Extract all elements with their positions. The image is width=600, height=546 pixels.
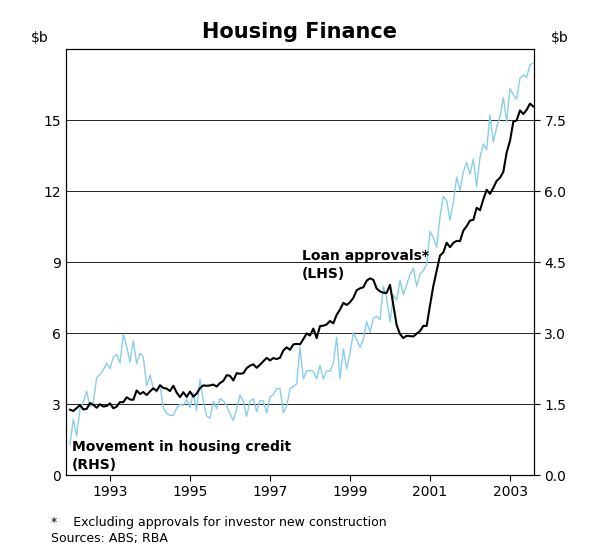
Text: Sources: ABS; RBA: Sources: ABS; RBA	[51, 532, 168, 545]
Text: Loan approvals*
(LHS): Loan approvals* (LHS)	[302, 248, 429, 281]
Title: Housing Finance: Housing Finance	[203, 22, 398, 42]
Text: Movement in housing credit
(RHS): Movement in housing credit (RHS)	[72, 440, 291, 472]
Text: *    Excluding approvals for investor new construction: * Excluding approvals for investor new c…	[51, 516, 386, 529]
Text: $b: $b	[31, 31, 49, 45]
Text: $b: $b	[551, 31, 569, 45]
